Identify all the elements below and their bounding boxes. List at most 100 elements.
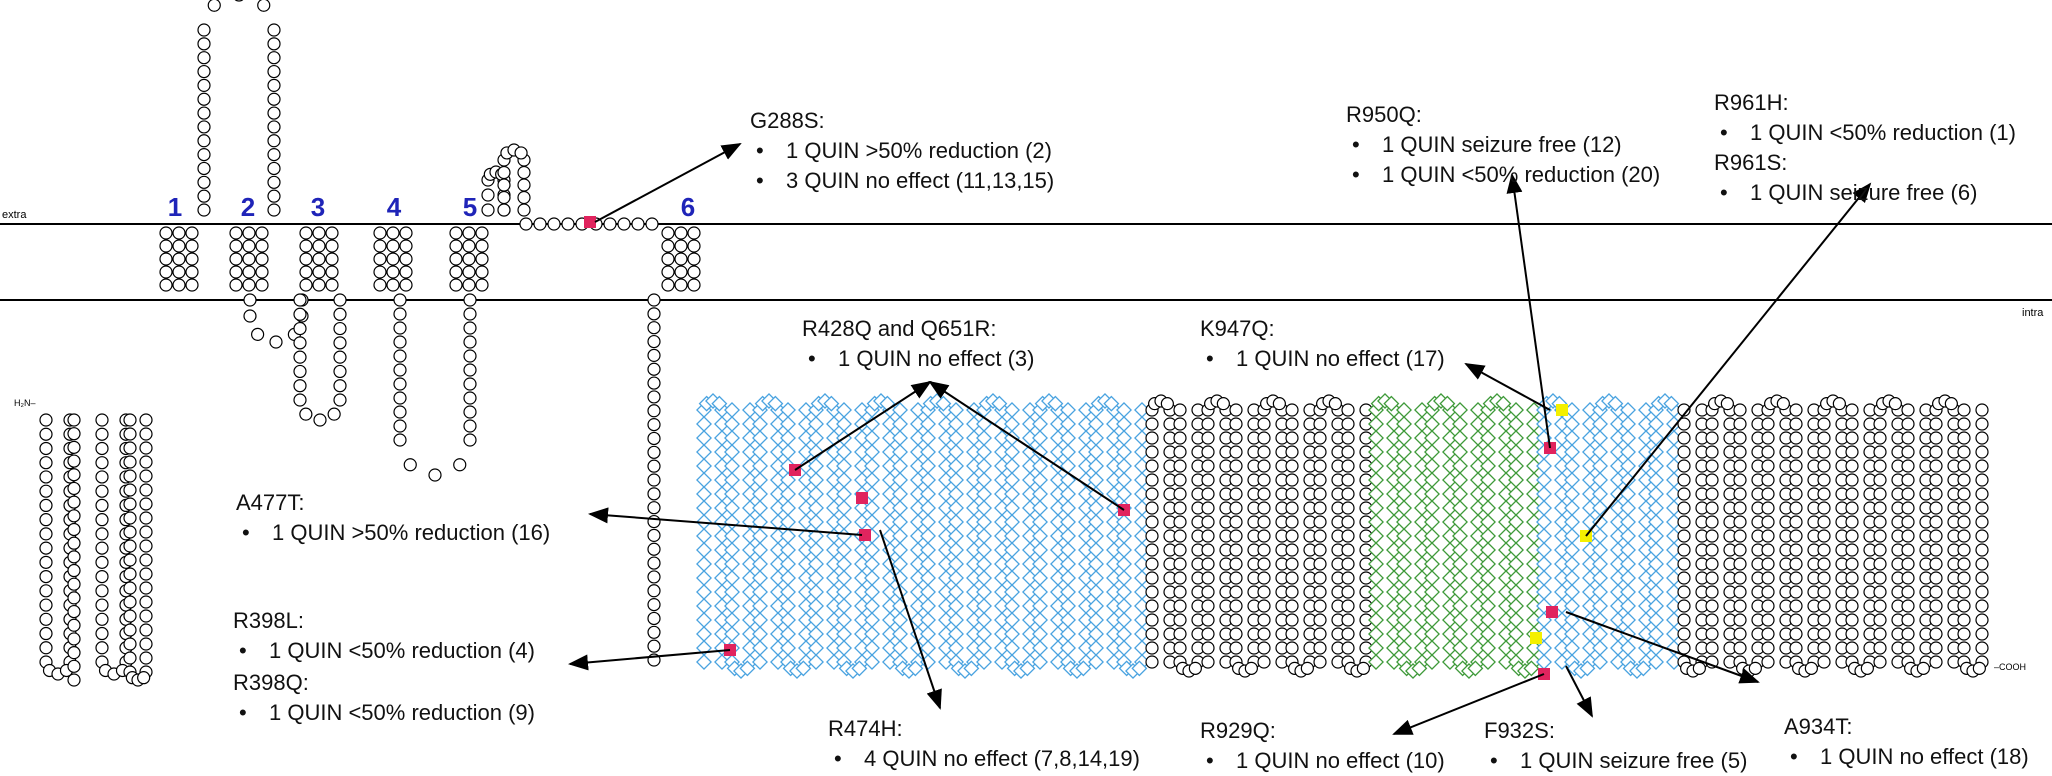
residue [1452, 472, 1468, 488]
residue [1666, 528, 1682, 544]
residue [836, 612, 852, 628]
residue [826, 514, 842, 530]
residue [1106, 514, 1122, 530]
residue [910, 514, 926, 530]
residue [1648, 444, 1664, 460]
residue [1761, 655, 1775, 669]
residue [1285, 543, 1299, 557]
residue [1106, 556, 1122, 572]
residue [798, 528, 814, 544]
residue [892, 556, 908, 572]
residue [1201, 585, 1215, 599]
residue [39, 456, 53, 470]
residue [910, 458, 926, 474]
residue [1610, 584, 1626, 600]
residue [462, 226, 476, 240]
residue [1733, 557, 1747, 571]
residue [1957, 599, 1971, 613]
residue [1134, 416, 1150, 432]
residue [463, 307, 477, 321]
residue [1733, 459, 1747, 473]
residue [393, 363, 407, 377]
residue [1328, 397, 1342, 411]
residue [1004, 500, 1020, 516]
residue [647, 376, 661, 390]
residue [724, 500, 740, 516]
residue [1536, 570, 1552, 586]
residue [1341, 431, 1355, 445]
residue [948, 416, 964, 432]
residue [1845, 529, 1859, 543]
residue [674, 252, 688, 266]
residue [1201, 431, 1215, 445]
residue [1554, 570, 1570, 586]
residue [1285, 501, 1299, 515]
mutation-marker [1556, 404, 1568, 416]
residue [647, 584, 661, 598]
residue [229, 265, 243, 279]
residue [770, 458, 786, 474]
residue [714, 556, 730, 572]
residue [1004, 570, 1020, 586]
residue [1116, 598, 1132, 614]
residue [864, 640, 880, 656]
annotation-r398q: R398Q: 1 QUIN <50% reduction (9) [233, 668, 535, 728]
residue [1004, 514, 1020, 530]
residue [95, 513, 109, 527]
residue [267, 148, 281, 162]
residue [1789, 529, 1803, 543]
residue [1078, 416, 1094, 432]
annotation-arrow [1392, 673, 1545, 735]
residue [1582, 542, 1598, 558]
residue [267, 51, 281, 65]
residue [1554, 584, 1570, 600]
residue [1554, 626, 1570, 642]
residue [1761, 417, 1775, 431]
residue [1620, 444, 1636, 460]
residue [1116, 570, 1132, 586]
residue [1368, 556, 1384, 572]
residue [1480, 542, 1496, 558]
residue [1047, 395, 1064, 412]
residue [714, 570, 730, 586]
annotation-item: 1 QUIN seizure free (6) [1714, 178, 1977, 208]
residue [1134, 486, 1150, 502]
residue [1004, 402, 1020, 418]
residue [1088, 626, 1104, 642]
residue [1396, 416, 1412, 432]
residue [1022, 640, 1038, 656]
residue [242, 252, 256, 266]
residue [1442, 612, 1458, 628]
residue [1285, 557, 1299, 571]
residue [770, 556, 786, 572]
residue [39, 569, 53, 584]
residue [67, 468, 81, 482]
residue [67, 495, 81, 509]
residue [1313, 571, 1327, 585]
residue [1300, 661, 1314, 675]
residue [696, 500, 712, 516]
residue [1004, 472, 1020, 488]
residue [139, 441, 153, 455]
residue [251, 327, 265, 341]
residue [1106, 654, 1122, 670]
residue [1789, 585, 1803, 599]
residue [1901, 557, 1915, 571]
residue [1022, 458, 1038, 474]
residue [393, 335, 407, 349]
residue [1975, 501, 1989, 515]
residue [742, 542, 758, 558]
residue [67, 563, 81, 578]
residue [1620, 458, 1636, 474]
residue [197, 78, 211, 92]
residue [95, 527, 109, 541]
residue [1901, 641, 1915, 655]
annotation-r474h: R474H: 4 QUIN no effect (7,8,14,19) [828, 714, 1140, 774]
residue [647, 362, 661, 376]
residue [1078, 612, 1094, 628]
residue [1554, 486, 1570, 502]
residue [661, 252, 675, 266]
residue [475, 239, 489, 253]
residue [1060, 402, 1076, 418]
residue [1677, 613, 1691, 627]
